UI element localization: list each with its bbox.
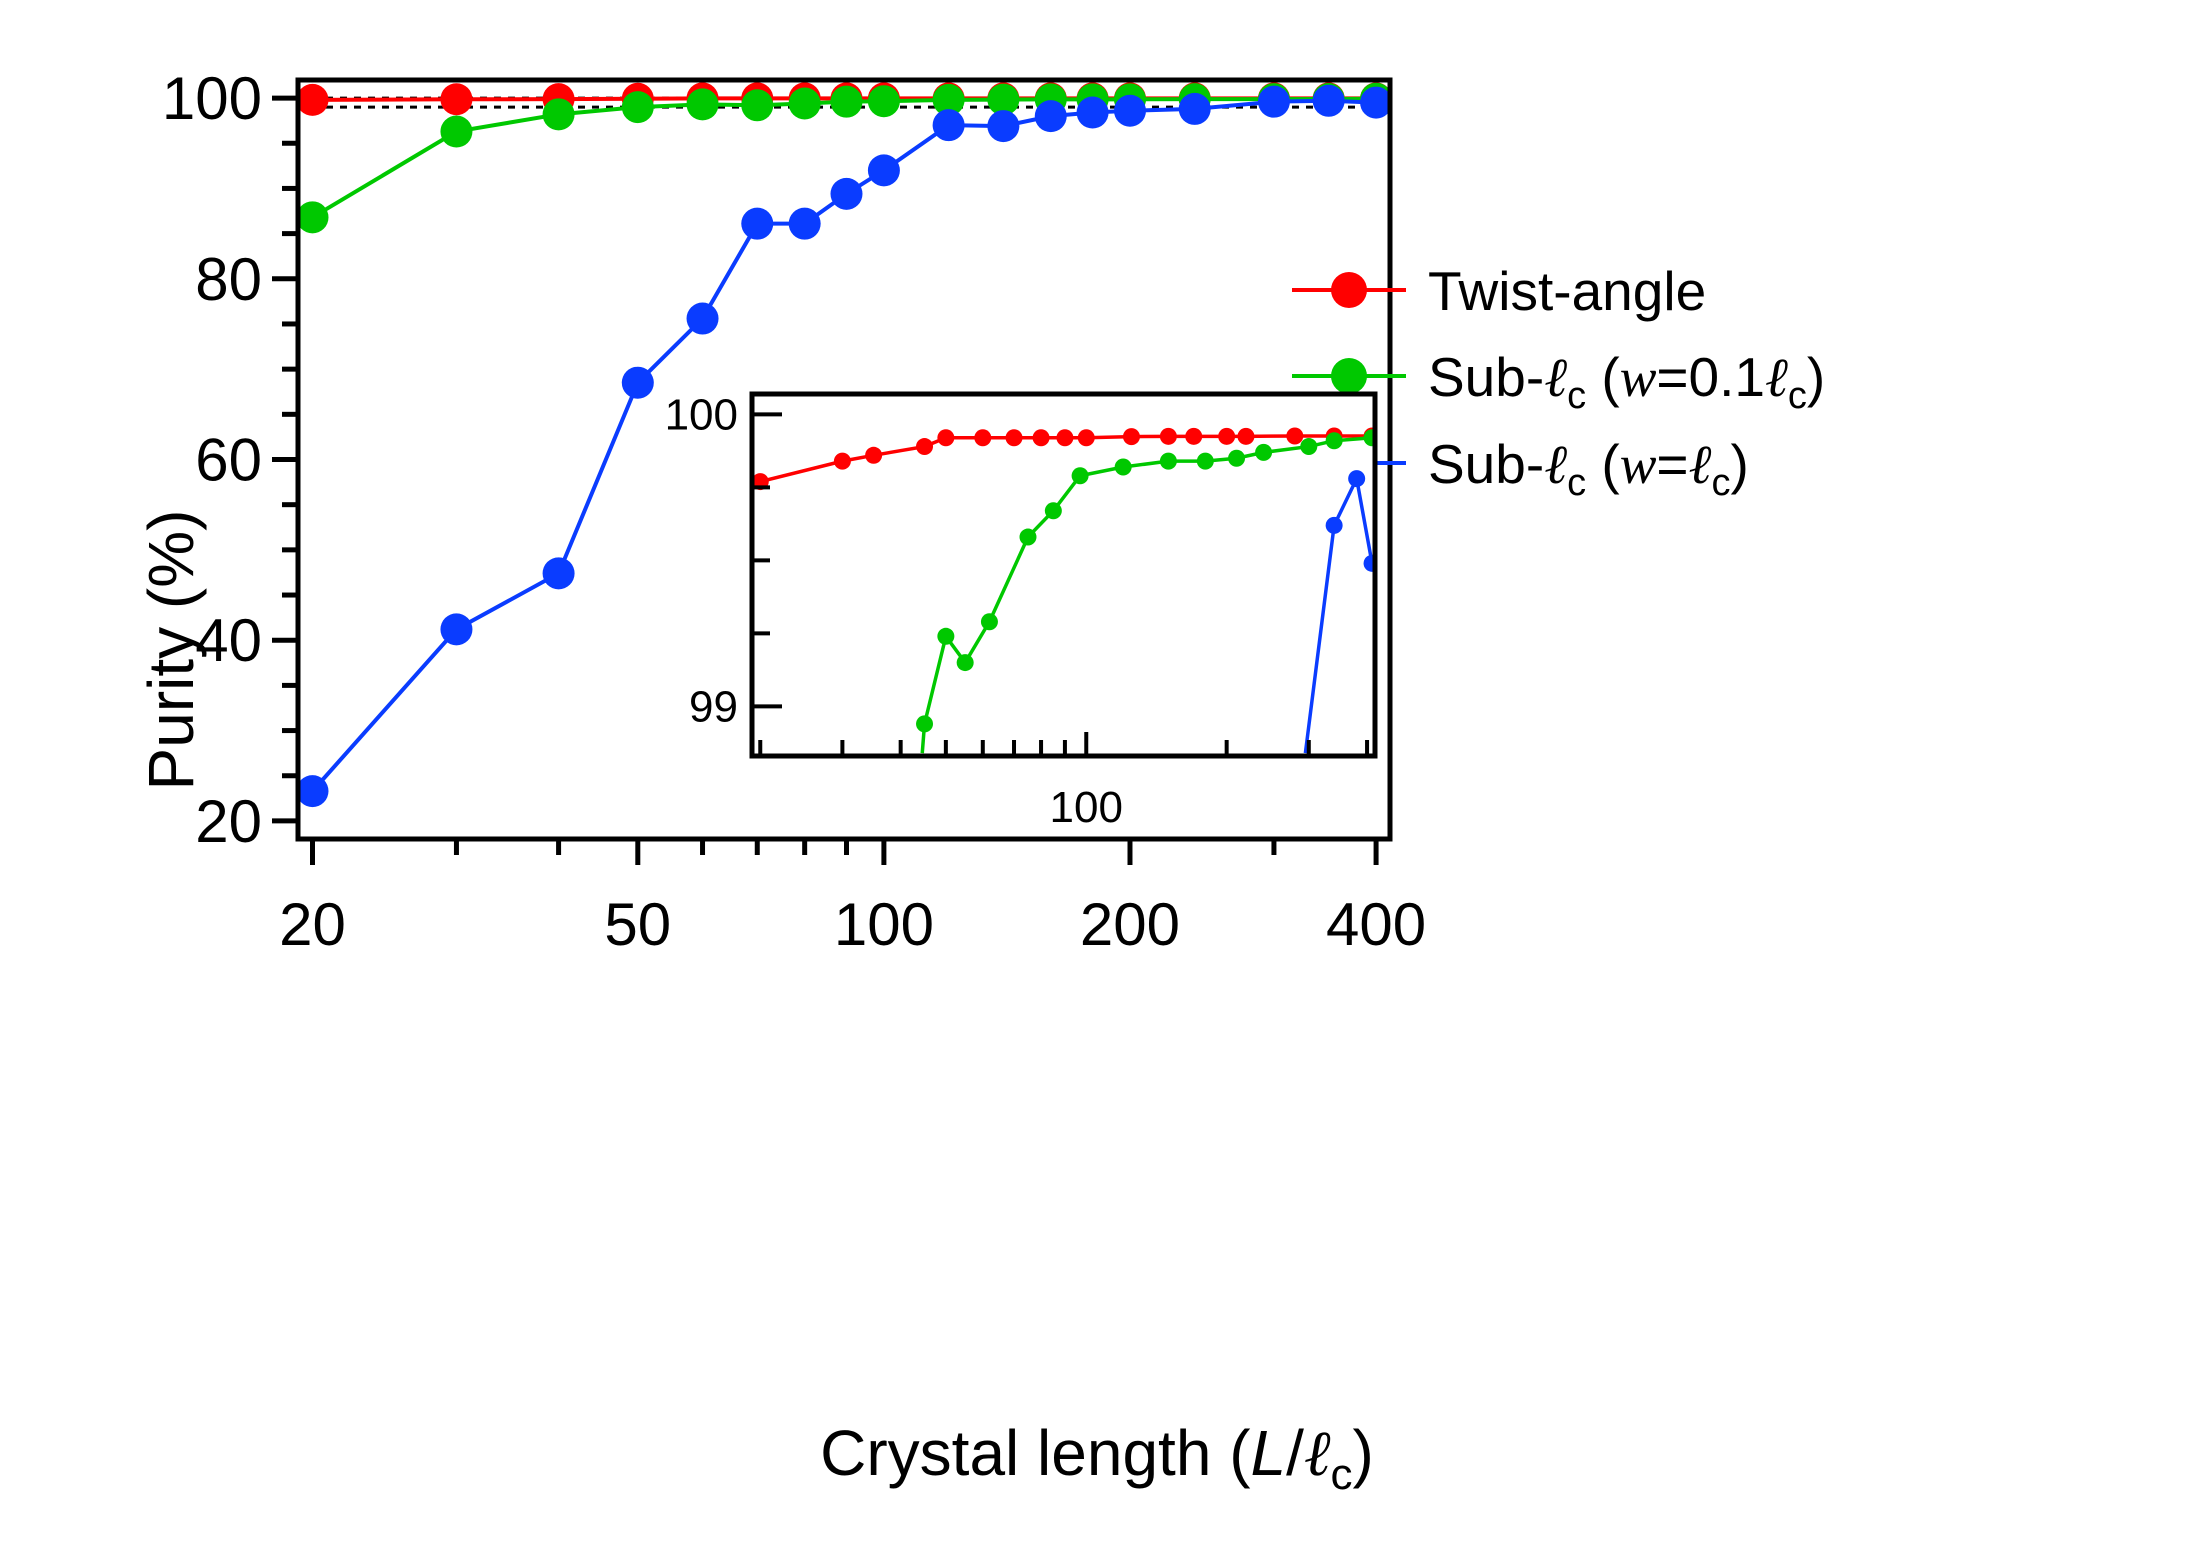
data-point-green: [741, 89, 774, 122]
inset-data-point-green: [1363, 429, 1375, 447]
legend-marker-sub-lc-w01: [1331, 358, 1367, 394]
inset-axes: 99 100 100: [665, 390, 1370, 832]
inset-y-tick-label: 99: [689, 682, 738, 731]
inset-data-point-green: [1114, 458, 1132, 476]
data-point-blue: [1076, 96, 1109, 129]
x-tick-label: 200: [1080, 891, 1180, 958]
data-point-blue: [788, 207, 821, 240]
inset-data-point-red: [1237, 427, 1255, 445]
inset-series-green: [916, 429, 1375, 754]
inset-data-point-green: [916, 715, 934, 733]
data-point-blue: [1257, 85, 1290, 118]
data-point-blue: [621, 366, 654, 399]
inset-x-tick-label: 100: [1050, 783, 1123, 832]
inset-data-point-red: [1005, 429, 1023, 447]
inset-data-point-green: [1196, 452, 1214, 470]
inset-data-point-green: [1228, 449, 1246, 467]
inset-data-point-green: [1019, 528, 1037, 546]
main-axes: 20 40 60 80 100 20 50 100 200 400: [162, 65, 1426, 958]
inset-data-point-red: [1056, 429, 1074, 447]
inset-data-point-green: [1159, 452, 1177, 470]
data-point-blue: [1360, 86, 1393, 119]
inset-data-point-red: [974, 429, 992, 447]
y-tick-label: 40: [195, 607, 262, 674]
data-point-blue: [440, 613, 473, 646]
inset-data-point-blue: [1363, 554, 1375, 572]
y-tick-label: 20: [195, 788, 262, 855]
y-axis-label: Purity (%): [135, 510, 207, 791]
main-series-layer: [296, 82, 1393, 808]
data-point-green: [621, 91, 654, 124]
y-tick-label: 80: [195, 246, 262, 313]
x-tick-label: 20: [279, 891, 346, 958]
data-point-blue: [1113, 94, 1146, 127]
data-point-blue: [1312, 84, 1345, 117]
legend-entry-twist-angle: Twist-angle: [1292, 260, 1706, 322]
legend-label-sub-lc-w1: Sub-ℓc (w=ℓc): [1428, 433, 1749, 504]
x-tick-label: 50: [604, 891, 671, 958]
inset-data-point-green: [980, 613, 998, 631]
data-point-green: [788, 87, 821, 120]
inset-data-point-red: [1185, 427, 1203, 445]
inset-background: [752, 394, 1375, 756]
inset-data-point-red: [916, 438, 934, 456]
data-point-red: [440, 83, 473, 116]
legend: Twist-angle Sub-ℓc (w=0.1ℓc) Sub-ℓc (w=ℓ…: [1292, 260, 1825, 504]
inset-data-point-red: [1077, 429, 1095, 447]
inset-data-point-red: [833, 452, 851, 470]
inset-series-red: [752, 427, 1375, 491]
x-axis-label: Crystal length (L/ℓc): [820, 1417, 1374, 1499]
inset-data-point-red: [937, 429, 955, 447]
inset-data-point-blue: [1348, 470, 1366, 488]
data-point-blue: [1178, 92, 1211, 125]
data-point-blue: [1034, 100, 1067, 133]
data-point-green: [932, 83, 965, 116]
inset-series-layer: [752, 427, 1375, 754]
data-point-green: [440, 115, 473, 148]
inset-data-point-green: [1071, 467, 1089, 485]
data-point-green: [987, 83, 1020, 116]
y-tick-label: 60: [195, 427, 262, 494]
inset-data-point-red: [1159, 427, 1177, 445]
inset-data-point-green: [956, 654, 974, 672]
data-point-red: [296, 83, 329, 116]
data-point-green: [296, 201, 329, 234]
legend-label-sub-lc-w01: Sub-ℓc (w=0.1ℓc): [1428, 346, 1825, 417]
legend-marker-twist-angle: [1331, 272, 1367, 308]
legend-label-twist-angle: Twist-angle: [1428, 260, 1706, 322]
inset-data-point-red: [1122, 428, 1140, 446]
inset-data-point-red: [1032, 429, 1050, 447]
x-tick-label: 100: [834, 891, 934, 958]
inset-data-point-green: [1044, 502, 1062, 520]
inset-series-blue: [1303, 470, 1375, 754]
inset-data-point-green: [1325, 432, 1343, 450]
data-point-green: [830, 85, 863, 118]
inset-data-point-green: [937, 627, 955, 645]
data-point-blue: [296, 775, 329, 808]
inset-data-point-green: [1255, 443, 1273, 461]
inset-data-point-red: [1218, 427, 1236, 445]
inset-line-green: [920, 436, 1373, 754]
data-point-blue: [686, 302, 719, 335]
inset-data-point-red: [1286, 427, 1304, 445]
inset-line-blue: [1303, 473, 1374, 754]
data-point-blue: [830, 177, 863, 210]
inset-data-point-green: [1300, 438, 1318, 456]
series-blue: [296, 84, 1393, 808]
data-point-blue: [987, 110, 1020, 143]
inset-data-point-red: [865, 446, 883, 464]
data-point-blue: [867, 154, 900, 187]
data-point-blue: [542, 557, 575, 590]
inset-y-tick-label: 100: [665, 390, 738, 439]
x-tick-label: 400: [1326, 891, 1426, 958]
data-point-green: [542, 98, 575, 131]
data-point-blue: [741, 207, 774, 240]
legend-entry-sub-lc-w01: Sub-ℓc (w=0.1ℓc): [1292, 346, 1825, 417]
y-tick-label: 100: [162, 65, 262, 132]
data-point-green: [867, 85, 900, 118]
inset-data-point-blue: [1325, 516, 1343, 534]
data-point-green: [686, 88, 719, 121]
data-point-blue: [932, 109, 965, 142]
